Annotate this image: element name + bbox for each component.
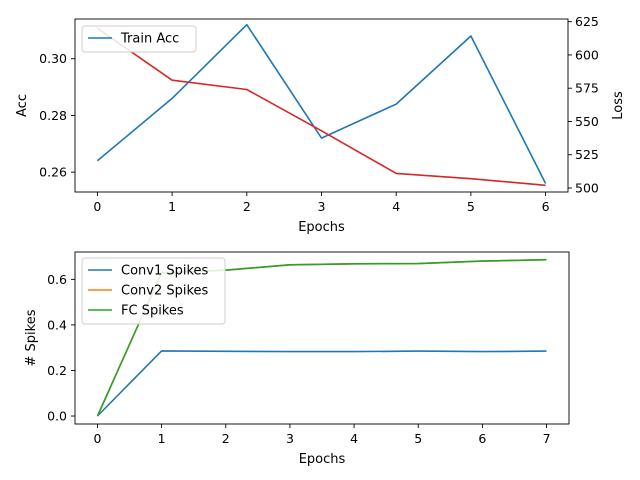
legend-label: Conv2 Spikes — [121, 284, 209, 299]
legend-label: Train Acc — [120, 32, 179, 47]
x-tick-label: 7 — [543, 431, 551, 446]
x-tick-label: 1 — [158, 431, 166, 446]
train-acc-series-line — [96, 23, 547, 184]
x-tick-label: 3 — [318, 199, 326, 214]
y-right-tick-label: 525 — [575, 147, 599, 162]
y-tick-label: 0.28 — [39, 108, 67, 123]
legend-label: Conv1 Spikes — [121, 264, 209, 279]
legend-box — [81, 25, 197, 53]
loss-series-line — [96, 27, 546, 187]
y-right-tick-label: 550 — [575, 114, 599, 129]
y-right-tick-label: 575 — [575, 81, 599, 96]
y-right-tick-label: 625 — [575, 14, 599, 29]
y-right-tick-label: 600 — [575, 47, 599, 62]
x-axis-label: Epochs — [298, 220, 345, 235]
x-tick-label: 6 — [478, 431, 486, 446]
x-tick-label: 4 — [392, 199, 400, 214]
x-tick-label: 2 — [222, 431, 230, 446]
x-tick-label: 0 — [93, 431, 101, 446]
x-tick-label: 5 — [467, 199, 475, 214]
x-tick-label: 4 — [350, 431, 358, 446]
x-tick-label: 6 — [542, 199, 550, 214]
y-axis-label: Acc — [15, 94, 30, 117]
x-tick-label: 3 — [286, 431, 294, 446]
conv1-spikes-series-line — [96, 350, 547, 417]
x-tick-label: 1 — [168, 199, 176, 214]
plot-frame — [74, 251, 570, 425]
top-chart-panel: 0 1 2 3 4 5 6 0.26 0.28 0.30 500 525 550 575 600 625 Epo… — [15, 14, 626, 235]
y-right-axis-label: Loss — [611, 91, 626, 120]
y-tick-label: 0.30 — [39, 51, 67, 66]
legend-box — [81, 257, 226, 325]
x-tick-label: 2 — [243, 199, 251, 214]
y-right-tick-label: 500 — [575, 181, 599, 196]
y-tick-label: 0.4 — [47, 317, 67, 332]
y-tick-label: 0.0 — [47, 409, 67, 424]
x-axis-label: Epochs — [299, 452, 346, 467]
bottom-chart-panel: 0 1 2 3 4 5 6 7 0.0 0.2 0.4 0.6 Epochs # Spikes Conv1 … — [24, 251, 570, 467]
x-tick-label: 5 — [414, 431, 422, 446]
y-axis-label: # Spikes — [24, 309, 39, 366]
legend-label: FC Spikes — [121, 304, 184, 319]
y-tick-label: 0.2 — [47, 363, 67, 378]
y-tick-label: 0.6 — [47, 272, 67, 287]
y-tick-label: 0.26 — [39, 165, 67, 180]
x-tick-label: 0 — [93, 199, 101, 214]
